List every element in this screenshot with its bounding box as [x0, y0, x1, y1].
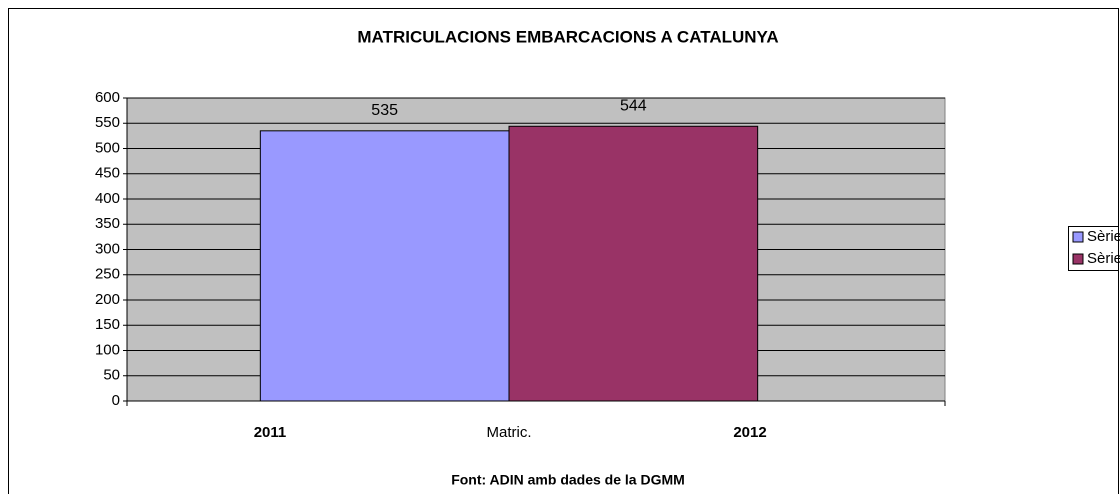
legend-label: Sèries1 [1087, 228, 1120, 245]
y-tick-label: 550 [95, 114, 120, 131]
y-tick-label: 600 [95, 89, 120, 106]
source-note: Font: ADIN amb dades de la DGMM [451, 472, 685, 488]
data-label: 535 [371, 102, 398, 119]
y-tick-label: 200 [95, 291, 120, 308]
y-tick-label: 350 [95, 215, 120, 232]
chart-title: MATRICULACIONS EMBARCACIONS A CATALUNYA [357, 27, 778, 46]
annotation: 2011 [254, 424, 287, 441]
y-tick-label: 0 [112, 392, 120, 409]
y-tick-label: 300 [95, 240, 120, 257]
y-tick-label: 250 [95, 266, 120, 283]
y-tick-label: 450 [95, 165, 120, 182]
legend-label: Sèries2 [1087, 250, 1120, 267]
y-tick-label: 500 [95, 139, 120, 156]
data-label: 544 [620, 97, 647, 114]
legend-swatch [1072, 231, 1084, 243]
y-tick-label: 50 [103, 367, 120, 384]
bar [508, 125, 759, 402]
y-tick-label: 150 [95, 316, 120, 333]
annotation: 2012 [733, 424, 766, 441]
y-tick-label: 100 [95, 341, 120, 358]
legend-swatch [1072, 253, 1084, 265]
x-tick-label: Matric. [487, 424, 532, 441]
y-tick-label: 400 [95, 190, 120, 207]
bar [259, 130, 510, 402]
